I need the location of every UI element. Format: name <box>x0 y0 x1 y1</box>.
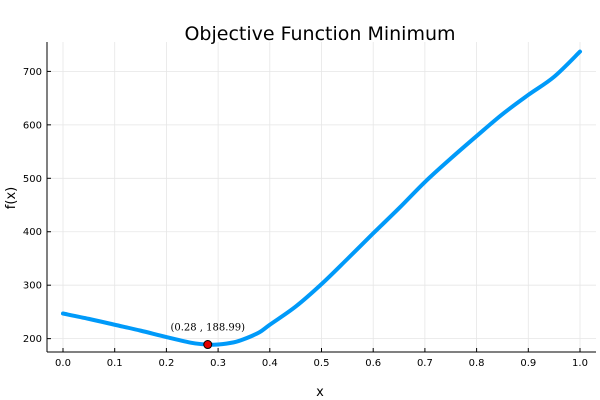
y-tick-label: 300 <box>23 281 42 292</box>
x-tick-label: 0.0 <box>55 358 71 369</box>
grid <box>47 42 596 352</box>
x-tick-label: 0.9 <box>520 358 536 369</box>
x-tick-label: 0.1 <box>107 358 123 369</box>
x-tick-label: 0.6 <box>365 358 381 369</box>
x-tick-label: 0.4 <box>262 358 278 369</box>
chart-title: Objective Function Minimum <box>184 23 455 45</box>
x-tick-label: 0.5 <box>314 358 330 369</box>
x-tick-label: 0.7 <box>417 358 433 369</box>
y-tick-label: 600 <box>23 120 42 131</box>
y-axis-label: f(x) <box>4 187 19 209</box>
x-tick-label: 0.2 <box>158 358 174 369</box>
minimum-point-annotation: (0.28 , 188.99) <box>170 323 245 334</box>
series-layer <box>61 49 582 347</box>
y-tick-label: 200 <box>23 334 42 345</box>
x-tick-label: 1.0 <box>572 358 588 369</box>
x-tick-label: 0.8 <box>469 358 485 369</box>
ticks: 0.0 0.1 0.2 0.3 0.4 0.5 0.6 0.7 0.8 0.9 1.0 200 300 4… <box>23 67 588 369</box>
series-line <box>61 49 582 347</box>
minimum-point-marker <box>203 340 213 350</box>
y-tick-label: 700 <box>23 67 42 78</box>
x-axis-label: x <box>316 385 324 400</box>
y-tick-label: 500 <box>23 174 42 185</box>
y-tick-label: 400 <box>23 227 42 238</box>
marker-layer: (0.28 , 188.99) <box>170 323 245 350</box>
x-tick-label: 0.3 <box>210 358 226 369</box>
